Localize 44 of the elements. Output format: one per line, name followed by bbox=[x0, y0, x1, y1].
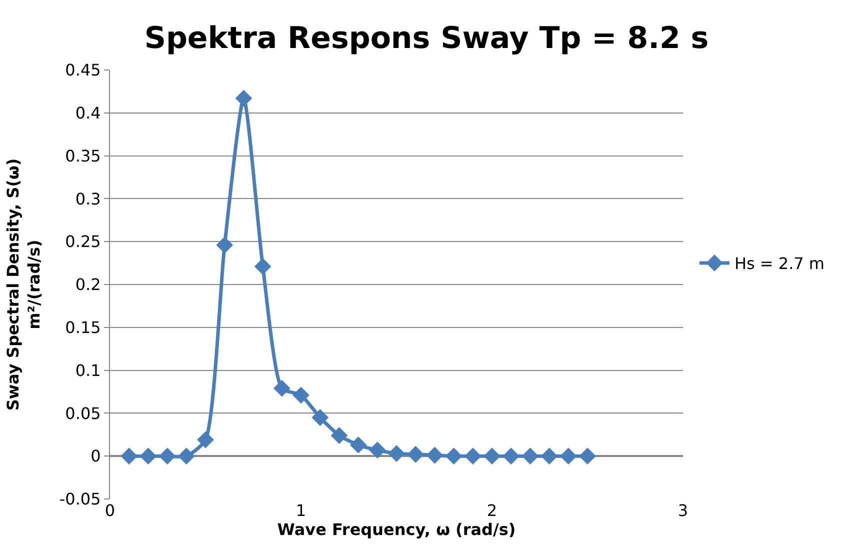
chart-title: Spektra Respons Sway Tp = 8.2 s bbox=[144, 21, 709, 56]
point bbox=[388, 445, 405, 462]
point bbox=[216, 236, 234, 254]
point bbox=[426, 446, 444, 464]
y-tick-label: -0.05 bbox=[59, 490, 101, 509]
y-tick-label: 0.15 bbox=[65, 318, 101, 337]
point bbox=[312, 409, 329, 426]
point bbox=[235, 90, 252, 107]
point bbox=[273, 380, 290, 397]
x-axis-title: Wave Frequency, ω (rad/s) bbox=[277, 520, 516, 539]
y-tick-label: 0 bbox=[90, 446, 101, 466]
point bbox=[120, 448, 138, 465]
point bbox=[158, 448, 176, 465]
point bbox=[560, 448, 577, 465]
point bbox=[368, 442, 386, 459]
x-tick-label: 2 bbox=[486, 501, 498, 520]
y-tick-label: 0.45 bbox=[65, 60, 101, 80]
y-tick-label: 0.4 bbox=[75, 104, 101, 122]
y-axis-title: Sway Spectral Density, S(ω) m²/(rad/s) bbox=[3, 158, 44, 411]
point bbox=[254, 258, 272, 275]
point bbox=[292, 386, 310, 404]
point bbox=[350, 436, 367, 454]
point bbox=[540, 448, 558, 465]
point bbox=[522, 448, 539, 465]
y-tick-label: 0.3 bbox=[75, 189, 101, 208]
y-tick-label: 0.05 bbox=[65, 404, 101, 423]
x-tick-label: 0 bbox=[104, 501, 116, 520]
point bbox=[502, 448, 520, 465]
legend-label: Hs = 2.7 m bbox=[734, 254, 825, 274]
point bbox=[178, 448, 195, 465]
y-tick-label: 0.2 bbox=[75, 275, 101, 294]
y-tick-label: 0.1 bbox=[75, 360, 101, 380]
point bbox=[407, 446, 424, 463]
y-tick-label: 0.35 bbox=[65, 146, 101, 166]
point bbox=[579, 448, 596, 465]
y-tick-label: 0.25 bbox=[65, 232, 101, 252]
x-tick-label: 1 bbox=[296, 501, 306, 520]
x-tick-label: 3 bbox=[678, 501, 688, 520]
point bbox=[197, 431, 214, 448]
point bbox=[484, 448, 500, 465]
point bbox=[330, 427, 348, 444]
point bbox=[140, 448, 157, 465]
point bbox=[445, 448, 462, 465]
point bbox=[464, 448, 482, 465]
